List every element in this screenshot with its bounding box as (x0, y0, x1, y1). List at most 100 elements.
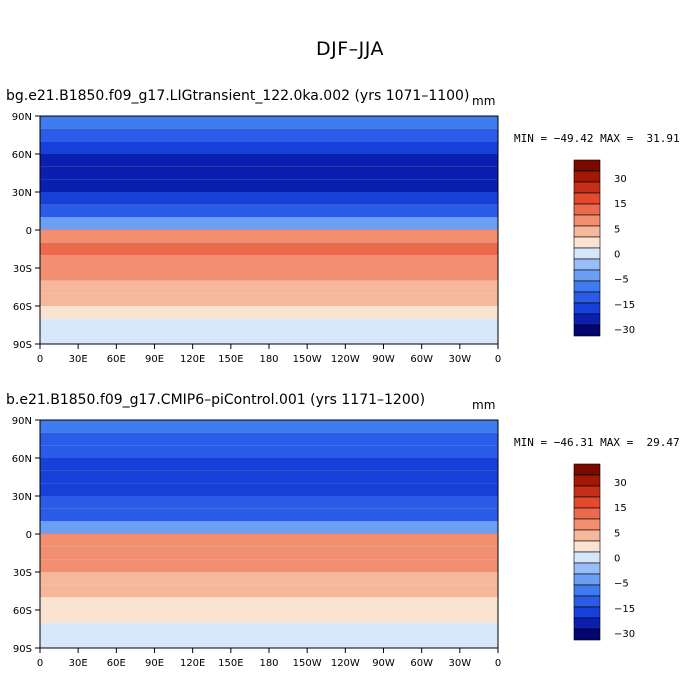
colorbar-label: −30 (614, 325, 635, 336)
y-tick-label: 90S (13, 340, 32, 351)
colorbar-segment (573, 507, 601, 520)
field-band (40, 496, 498, 509)
colorbar-segment (573, 628, 601, 641)
y-tick-label: 0 (26, 530, 32, 541)
x-tick-label: 0 (495, 354, 501, 365)
x-tick-label: 90W (372, 354, 395, 365)
x-tick-label: 90E (145, 658, 164, 669)
map-panel-lig: bg.e21.B1850.f09_g17.LIGtransient_122.0k… (0, 86, 700, 386)
colorbar-segment (573, 291, 601, 304)
field-band (40, 141, 498, 154)
x-tick-label: 150E (218, 354, 243, 365)
field-band (40, 116, 498, 129)
field-band (40, 483, 498, 496)
x-tick-label: 60E (107, 354, 126, 365)
colorbar-label: 15 (614, 199, 627, 210)
map-panel-picontrol: b.e21.B1850.f09_g17.CMIP6–piControl.001 … (0, 390, 700, 690)
colorbar-segment (573, 617, 601, 630)
field-band (40, 192, 498, 205)
y-tick-label: 90N (12, 416, 32, 427)
x-tick-label: 0 (495, 658, 501, 669)
x-tick-label: 120E (180, 658, 205, 669)
y-tick-label: 60N (12, 150, 32, 161)
colorbar-label: −30 (614, 629, 635, 640)
colorbar-segment (573, 225, 601, 238)
field-band (40, 635, 498, 648)
x-tick-label: 30E (69, 354, 88, 365)
min-label: MIN = −46.31 (514, 436, 594, 449)
x-tick-label: 30W (449, 658, 472, 669)
field-band (40, 622, 498, 636)
minmax-text: MIN = −46.31 MAX = 29.47 (514, 436, 680, 449)
x-tick-label: 0 (37, 354, 43, 365)
x-tick-label: 120W (331, 354, 360, 365)
field-band (40, 432, 498, 446)
colorbar-segment (573, 584, 601, 597)
colorbar-segment (573, 280, 601, 293)
colorbar-segment (573, 203, 601, 216)
y-tick-label: 60S (13, 606, 32, 617)
field-band (40, 331, 498, 344)
colorbar-label: −5 (614, 275, 629, 286)
y-tick-label: 30S (13, 568, 32, 579)
units-label: mm (472, 398, 496, 412)
case-title: bg.e21.B1850.f09_g17.LIGtransient_122.0k… (6, 88, 470, 104)
y-tick-label: 0 (26, 226, 32, 237)
colorbar-segment (573, 529, 601, 542)
field-band (40, 154, 498, 167)
colorbar-segment (573, 236, 601, 249)
colorbar-segment (573, 324, 601, 337)
figure-title: DJF–JJA (315, 38, 385, 60)
minmax-text: MIN = −49.42 MAX = 31.91 (514, 132, 680, 145)
field-band (40, 572, 498, 585)
x-tick-label: 150E (218, 658, 243, 669)
colorbar-segment (573, 170, 601, 183)
x-tick-label: 30E (69, 658, 88, 669)
field-band (40, 508, 498, 522)
field-band (40, 559, 498, 572)
colorbar-label: −5 (614, 579, 629, 590)
x-tick-label: 60W (410, 658, 433, 669)
colorbar-label: −15 (614, 604, 635, 615)
field-band (40, 280, 498, 294)
map-chart: 0 30E 60E 90E 120E 150E 180 150W 120W 90W 60W 30W 09… (12, 112, 635, 365)
field-band (40, 534, 498, 547)
y-tick-label: 30N (12, 188, 32, 199)
colorbar-label: 0 (614, 249, 620, 260)
colorbar-segment (573, 159, 601, 172)
colorbar-segment (573, 496, 601, 509)
field-band (40, 318, 498, 332)
colorbar-label: 30 (614, 174, 627, 185)
colorbar-segment (573, 518, 601, 531)
field-band (40, 584, 498, 598)
colorbar-segment (573, 269, 601, 282)
y-tick-label: 30N (12, 492, 32, 503)
field-band (40, 217, 498, 230)
colorbar-label: 5 (614, 528, 620, 539)
field-band (40, 179, 498, 192)
max-label: MAX = 31.91 (600, 132, 680, 145)
colorbar-segment (573, 562, 601, 575)
field-band (40, 255, 498, 268)
colorbar-segment (573, 540, 601, 553)
field-band (40, 293, 498, 306)
colorbar-segment (573, 595, 601, 608)
x-tick-label: 90E (145, 354, 164, 365)
field-band (40, 204, 498, 218)
field-band (40, 242, 498, 256)
colorbar-segment (573, 313, 601, 326)
field-band (40, 610, 498, 623)
units-label: mm (472, 94, 496, 108)
min-label: MIN = −49.42 (514, 132, 594, 145)
colorbar-segment (573, 551, 601, 564)
y-tick-label: 90S (13, 644, 32, 655)
field-band (40, 420, 498, 433)
x-tick-label: 90W (372, 658, 395, 669)
x-tick-label: 180 (259, 658, 278, 669)
x-tick-label: 180 (259, 354, 278, 365)
map-chart: 0 30E 60E 90E 120E 150E 180 150W 120W 90W 60W 30W 09… (12, 416, 635, 669)
max-label: MAX = 29.47 (600, 436, 680, 449)
field-band (40, 521, 498, 534)
field-band (40, 230, 498, 243)
colorbar-label: −15 (614, 300, 635, 311)
